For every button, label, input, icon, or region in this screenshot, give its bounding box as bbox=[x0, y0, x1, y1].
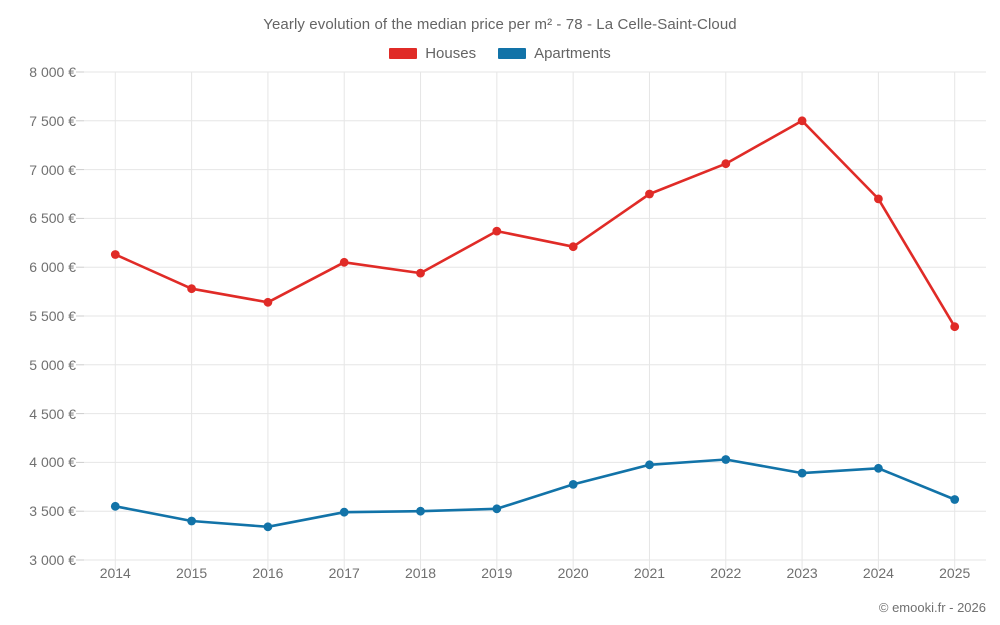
x-axis-tick-label: 2019 bbox=[481, 565, 513, 581]
legend-item-houses[interactable]: Houses bbox=[389, 45, 476, 62]
data-point[interactable] bbox=[110, 250, 120, 259]
x-axis-tick-label: 2024 bbox=[862, 565, 894, 581]
x-axis-tick-label: 2025 bbox=[939, 565, 971, 581]
x-axis-tick-label: 2023 bbox=[786, 565, 818, 581]
data-point[interactable] bbox=[416, 268, 425, 278]
data-point[interactable] bbox=[721, 159, 731, 169]
x-axis-tick-label: 2014 bbox=[99, 565, 131, 581]
data-point[interactable] bbox=[187, 516, 197, 526]
legend-label-houses: Houses bbox=[425, 45, 477, 62]
data-point[interactable] bbox=[110, 501, 120, 511]
y-axis-tick-label: 5 500 € bbox=[29, 308, 76, 324]
legend-item-apartments[interactable]: Apartments bbox=[498, 45, 611, 62]
x-axis-tick-label: 2017 bbox=[328, 565, 360, 581]
data-point[interactable] bbox=[645, 189, 654, 199]
data-point[interactable] bbox=[950, 495, 960, 504]
y-axis-tick-label: 3 000 € bbox=[29, 552, 76, 568]
data-point[interactable] bbox=[492, 504, 502, 514]
series-line-apartments bbox=[114, 458, 957, 529]
legend-swatch-houses bbox=[389, 48, 418, 59]
legend-swatch-apartments bbox=[498, 48, 527, 59]
x-axis-tick-label: 2022 bbox=[710, 565, 742, 581]
x-axis-tick-label: 2020 bbox=[557, 565, 589, 581]
data-point[interactable] bbox=[492, 226, 502, 236]
x-axis-tick-label: 2016 bbox=[252, 565, 284, 581]
data-point[interactable] bbox=[645, 460, 654, 470]
credit-text: © emooki.fr - 2026 bbox=[878, 600, 986, 615]
x-axis-tick-label: 2015 bbox=[176, 565, 208, 581]
y-axis-tick-label: 8 000 € bbox=[29, 64, 76, 80]
y-axis-tick-label: 6 000 € bbox=[29, 259, 76, 276]
data-point[interactable] bbox=[721, 455, 731, 464]
data-point[interactable] bbox=[416, 506, 425, 516]
data-point[interactable] bbox=[568, 480, 578, 489]
series-line-houses bbox=[114, 119, 957, 329]
data-point[interactable] bbox=[263, 522, 273, 532]
data-point[interactable] bbox=[874, 194, 883, 204]
data-point[interactable] bbox=[874, 463, 883, 473]
y-axis-tick-label: 3 500 € bbox=[29, 503, 76, 520]
data-point[interactable] bbox=[187, 284, 197, 294]
data-point[interactable] bbox=[950, 322, 960, 332]
y-axis-tick-label: 7 500 € bbox=[29, 112, 76, 129]
chart-legend: Houses Apartments bbox=[0, 45, 1000, 62]
y-axis-tick-label: 7 000 € bbox=[29, 161, 76, 178]
data-point[interactable] bbox=[263, 297, 273, 307]
x-axis-tick-label: 2018 bbox=[404, 565, 437, 581]
data-point[interactable] bbox=[339, 257, 349, 267]
data-point[interactable] bbox=[339, 507, 349, 517]
x-axis-tick-label: 2021 bbox=[633, 565, 666, 581]
y-axis-tick-label: 5 000 € bbox=[29, 356, 76, 373]
legend-label-apartments: Apartments bbox=[534, 45, 611, 62]
y-axis-tick-label: 4 000 € bbox=[29, 454, 76, 471]
y-axis-tick-label: 4 500 € bbox=[29, 405, 76, 422]
data-point[interactable] bbox=[568, 242, 578, 252]
chart-title: Yearly evolution of the median price per… bbox=[263, 16, 737, 33]
y-axis: 3 000 € 3 500 € 4 000 € 4 500 € 5 000 € 5 500… bbox=[0, 0, 76, 625]
y-axis-tick-label: 6 500 € bbox=[29, 210, 76, 227]
data-point[interactable] bbox=[797, 116, 807, 126]
data-point[interactable] bbox=[797, 468, 807, 478]
